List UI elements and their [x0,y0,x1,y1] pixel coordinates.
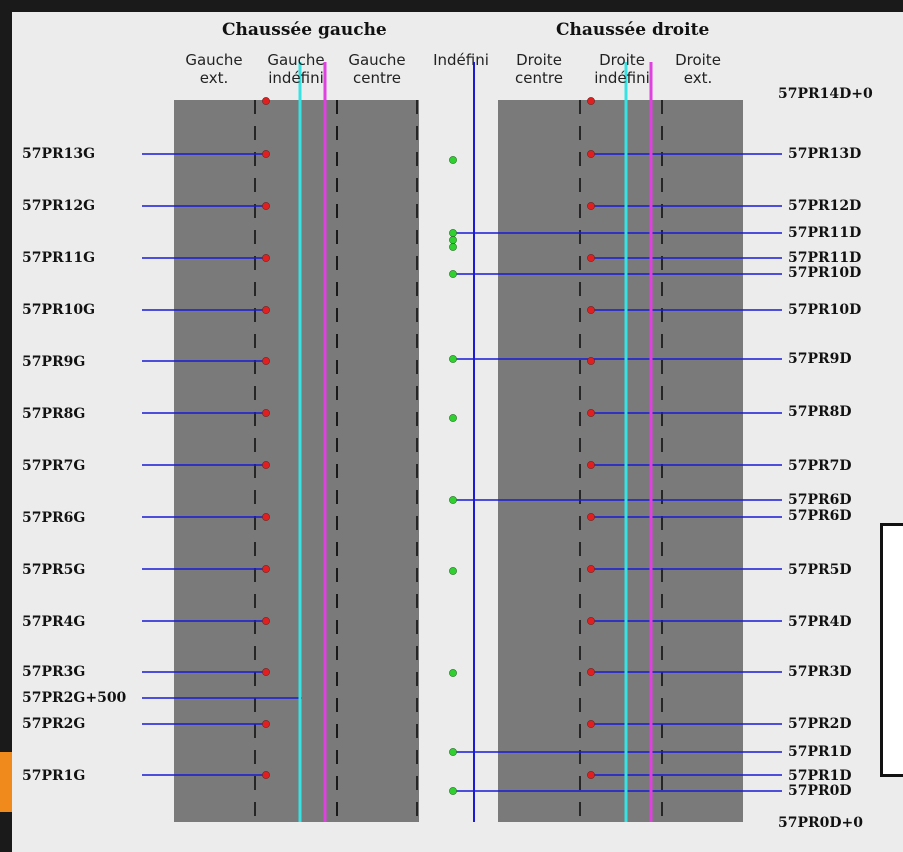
red-pr-marker [262,720,270,728]
left-carriageway-title: Chaussée gauche [222,20,387,40]
lane-header-gauche-ext: Gauche ext. [185,51,243,87]
pr-label-right: 57PR1D [788,744,852,760]
pr-label-left: 57PR6G [22,510,86,526]
red-pr-marker [262,97,270,105]
lane-header-droite-centre: Droite centre [515,51,563,87]
red-pr-marker [587,617,595,625]
red-pr-marker [262,254,270,262]
pr-label-left: 57PR4G [22,614,86,630]
red-pr-marker [262,617,270,625]
pr-label-right: 57PR6D [788,508,852,524]
pr-label-right: 57PR2D [788,716,852,732]
pr-label-left: 57PR10G [22,302,96,318]
red-pr-marker [262,409,270,417]
pr-label-right: 57PR10D [788,302,862,318]
red-pr-marker [587,513,595,521]
pr-label-left: 57PR13G [22,146,96,162]
green-pr-marker [449,229,457,237]
red-pr-marker [262,202,270,210]
red-pr-marker [587,150,595,158]
pr-label-left: 57PR8G [22,406,86,422]
side-tab[interactable] [0,752,12,812]
pr-label-right: 57PR9D [788,351,852,367]
green-pr-marker [449,567,457,575]
red-pr-marker [587,357,595,365]
green-pr-marker [449,787,457,795]
red-pr-marker [587,720,595,728]
pr-label-right: 57PR11D [788,250,862,266]
red-pr-marker [587,771,595,779]
pr-label-right: 57PR13D [788,146,862,162]
red-pr-marker [262,565,270,573]
red-pr-marker [587,306,595,314]
green-pr-marker [449,496,457,504]
red-pr-marker [587,668,595,676]
red-pr-marker [262,150,270,158]
red-pr-marker [587,202,595,210]
right-carriageway [498,100,743,822]
pr-label-right: 57PR1D [788,768,852,784]
green-pr-marker [449,748,457,756]
pr-label-right: 57PR6D [788,492,852,508]
pr-label-right: 57PR14D+0 [778,86,873,102]
red-pr-marker [262,306,270,314]
red-pr-marker [587,565,595,573]
green-pr-marker [449,243,457,251]
pr-label-right: 57PR10D [788,265,862,281]
pr-label-right: 57PR4D [788,614,852,630]
pr-label-left: 57PR11G [22,250,96,266]
green-pr-marker [449,270,457,278]
red-pr-marker [587,461,595,469]
lane-header-gauche-indefini: Gauche indéfini [267,51,325,87]
lane-header-droite-ext: Droite ext. [675,51,721,87]
pr-label-left: 57PR3G [22,664,86,680]
pr-label-right: 57PR7D [788,458,852,474]
window-border-top [0,0,903,12]
lane-header-indefini: Indéfini [433,51,489,69]
lane-header-gauche-centre: Gauche centre [348,51,406,87]
red-pr-marker [262,513,270,521]
red-pr-marker [262,461,270,469]
red-pr-marker [587,97,595,105]
red-pr-marker [262,357,270,365]
left-carriageway [174,100,419,822]
pr-label-right: 57PR3D [788,664,852,680]
pr-label-left: 57PR5G [22,562,86,578]
pr-label-right: 57PR8D [788,404,852,420]
overlay-panel[interactable] [880,523,903,777]
red-pr-marker [587,254,595,262]
red-pr-marker [262,668,270,676]
red-pr-marker [262,771,270,779]
green-pr-marker [449,414,457,422]
green-pr-marker [449,236,457,244]
window-border-left [0,0,12,852]
pr-label-right: 57PR5D [788,562,852,578]
pr-label-left: 57PR2G+500 [22,690,127,706]
pr-label-left: 57PR12G [22,198,96,214]
pr-label-right: 57PR11D [788,225,862,241]
green-pr-marker [449,355,457,363]
pr-label-right: 57PR12D [788,198,862,214]
green-pr-marker [449,669,457,677]
pr-label-right: 57PR0D [788,783,852,799]
green-pr-marker [449,156,457,164]
diagram-panel [12,12,903,852]
pr-label-left: 57PR9G [22,354,86,370]
lane-header-droite-indefini: Droite indéfini [594,51,650,87]
pr-label-left: 57PR7G [22,458,86,474]
right-carriageway-title: Chaussée droite [556,20,710,40]
pr-label-right: 57PR0D+0 [778,815,863,831]
pr-label-left: 57PR1G [22,768,86,784]
pr-label-left: 57PR2G [22,716,86,732]
red-pr-marker [587,409,595,417]
